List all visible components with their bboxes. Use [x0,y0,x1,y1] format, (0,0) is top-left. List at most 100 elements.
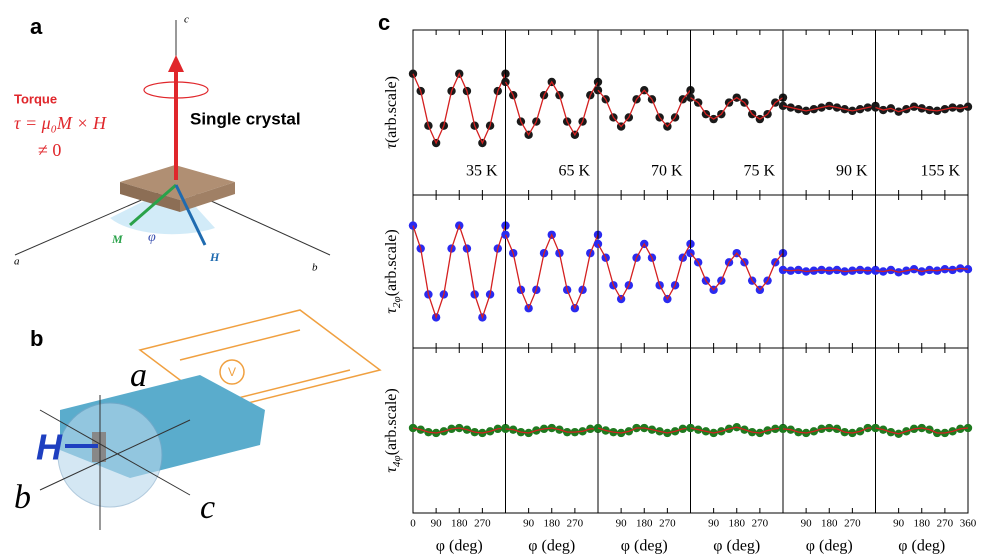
fit-line [505,427,598,434]
arrow-head [168,55,184,72]
y-axis-label: τ(arb.scale) [383,76,400,149]
crystal [120,165,235,200]
m-vector [129,183,177,227]
x-tick-label: 180 [636,518,653,530]
formula: ≠ 0 [38,140,61,160]
x-axis-label: φ (deg) [528,538,575,555]
data-point [501,424,510,434]
fit-line [412,223,507,320]
axis-label: a [130,357,147,394]
temperature-label: 65 K [558,163,590,180]
fit-line [875,427,969,435]
voltmeter [219,359,245,385]
x-tick-label: 270 [844,518,861,530]
fit-line [690,96,784,120]
crystal [120,182,180,212]
x-tick-label: 270 [937,518,954,530]
meter-label: V [228,365,236,379]
x-tick-label: 270 [474,518,491,530]
x-tick-label: 180 [729,518,746,530]
vector-label: M [111,232,123,246]
fit-line [782,269,876,273]
sample-label: Single crystal [190,109,301,128]
x-tick-label: 180 [451,518,468,530]
temperature-label: 90 K [836,163,868,180]
x-tick-label: 270 [659,518,676,530]
h-vector [174,184,207,246]
x-axis-label: φ (deg) [713,538,760,555]
x-tick-label: 90 [801,518,813,530]
fit-line [412,427,506,434]
temperature-label: 155 K [920,163,960,180]
fit-line [597,427,691,434]
x-tick-label: 0 [410,518,416,530]
data-point [778,265,788,275]
x-tick-label: 180 [544,518,561,530]
y-label-symbol: τ [383,307,400,314]
panel-label: c [378,10,390,35]
x-axis-label: φ (deg) [436,538,483,555]
x-axis-label: φ (deg) [898,538,945,555]
y-axis-label: τ2φ(arb.scale) [383,229,403,313]
rotation-sphere [57,402,163,508]
x-tick-label: 360 [960,518,977,530]
axis-label: c [184,14,189,26]
x-tick-label: 90 [708,518,720,530]
y-label-unit: (arb.scale) [383,229,400,296]
x-axis-label: φ (deg) [806,538,853,555]
fit-line [597,242,692,301]
torque-label: Torque [14,91,57,106]
panel-c: τ(arb.scale)35 K 65 K 70 K 75 K 90 K 155 Kτ2φ… [383,29,977,555]
y-axis-label: τ4φ(arb.scale) [383,388,403,472]
axis-label: b [14,479,31,516]
temperature-label: 35 K [466,163,498,180]
vector-label: H [36,427,63,468]
data-point [778,424,788,434]
x-tick-label: 270 [752,518,769,530]
axis-label: b [312,262,318,274]
sample [92,432,106,462]
y-label-symbol: τ [383,142,400,149]
angle-label: φ [148,230,156,245]
fit-line [782,105,876,112]
fit-line [504,80,599,137]
x-tick-label: 180 [914,518,931,530]
x-axis-label: φ (deg) [621,538,668,555]
x-tick-label: 180 [821,518,838,530]
x-tick-label: 90 [893,518,905,530]
x-tick-label: 90 [523,518,535,530]
x-tick-label: 270 [567,518,584,530]
crystal [180,182,235,212]
fit-line [597,89,691,128]
plot-frame [597,194,691,349]
fit-line [782,427,876,434]
temperature-label: 75 K [743,163,775,180]
fit-line [690,426,784,434]
plot-frame [505,194,599,349]
y-label-unit: (arb.scale) [383,76,400,143]
vector-label: H [209,250,220,264]
rotation [143,81,209,99]
temperature-label: 70 K [651,163,683,180]
axis-line [39,419,191,491]
x-tick-label: 90 [431,518,443,530]
fit-line [875,267,969,273]
data-point [686,423,695,433]
data-point [963,423,973,433]
axis-label: c [200,489,215,526]
data-point [871,423,880,433]
y-label-subscript: 4φ [391,455,403,467]
panel-a: a c a b Torque τ = μ₀M × H ≠ 0 Single cr… [14,14,331,274]
y-label-symbol: τ [383,466,400,473]
plot-frame [690,194,784,349]
axis-line [39,409,191,496]
fit-line [875,106,969,113]
y-label-unit: (arb.scale) [383,388,400,455]
fit-line [504,233,599,310]
axis-label: a [14,256,20,268]
y-label-subscript: 2φ [391,296,403,308]
fit-line [690,252,784,291]
panel-b: b V a H b c [14,309,382,530]
